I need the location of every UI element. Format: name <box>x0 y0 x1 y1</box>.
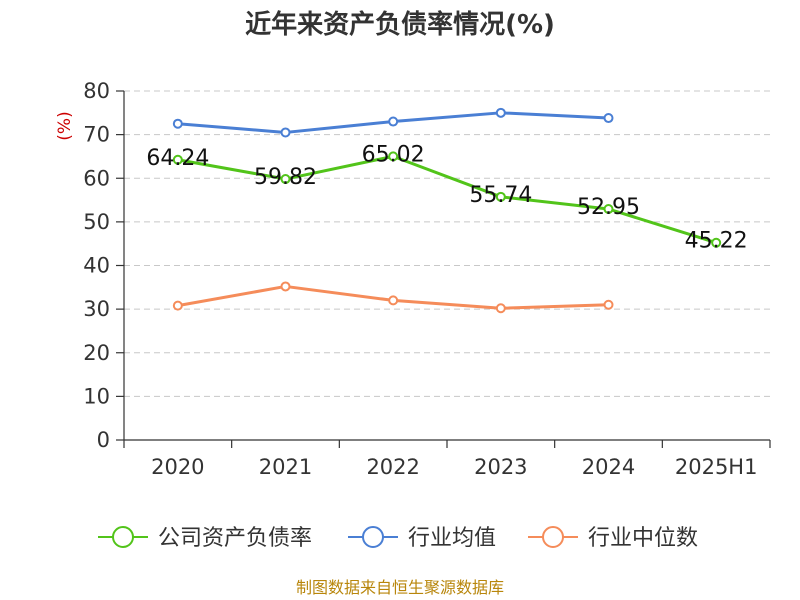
data-point[interactable] <box>172 118 183 129</box>
data-point[interactable] <box>603 113 614 124</box>
legend-marker <box>362 526 384 548</box>
data-point[interactable] <box>495 191 506 202</box>
data-point[interactable] <box>280 281 291 292</box>
y-tick-label: 20 <box>83 341 110 365</box>
chart-title: 近年来资产负债率情况(%) <box>245 9 555 40</box>
legend-item[interactable]: 行业中位数 <box>528 526 698 551</box>
data-point[interactable] <box>711 237 722 248</box>
data-point[interactable] <box>280 127 291 138</box>
series-layer <box>172 107 722 314</box>
x-tick-label: 2023 <box>474 455 527 479</box>
data-point[interactable] <box>495 303 506 314</box>
data-label: 45.22 <box>685 229 748 254</box>
y-tick-label: 60 <box>83 166 110 190</box>
data-label: 64.24 <box>146 146 209 171</box>
legend-label: 行业中位数 <box>588 526 698 551</box>
data-point[interactable] <box>172 154 183 165</box>
axes: 0 10 20 30 40 50 60 70 80 2020 2021 2022 2023 2024 202… <box>83 79 771 479</box>
legend-label: 行业均值 <box>408 526 496 551</box>
x-tick-label: 2022 <box>366 455 419 479</box>
data-label: 55.74 <box>469 183 532 208</box>
data-point[interactable] <box>172 300 183 311</box>
data-point[interactable] <box>388 151 399 162</box>
grid-lines <box>124 90 770 397</box>
x-tick-label: 2021 <box>259 455 312 479</box>
legend-item[interactable]: 公司资产负债率 <box>98 526 312 551</box>
data-point[interactable] <box>603 299 614 310</box>
x-tick-label: 2024 <box>582 455 635 479</box>
data-point[interactable] <box>603 204 614 215</box>
data-point[interactable] <box>495 107 506 118</box>
y-tick-label: 30 <box>83 297 110 321</box>
y-tick-label: 40 <box>83 254 110 278</box>
legend-marker <box>542 526 564 548</box>
data-label: 52.95 <box>577 195 640 220</box>
source-note: 制图数据来自恒生聚源数据库 <box>296 578 504 597</box>
data-label: 65.02 <box>362 142 425 167</box>
y-tick-label: 80 <box>83 79 110 103</box>
x-tick-label: 2025H1 <box>675 455 758 479</box>
x-tick-label: 2020 <box>151 455 204 479</box>
data-labels: 64.24 59.82 65.02 55.74 52.95 45.22 <box>146 142 747 253</box>
legend-marker <box>112 526 134 548</box>
y-tick-label: 50 <box>83 210 110 234</box>
legend-item[interactable]: 行业均值 <box>348 526 496 551</box>
legend-label: 公司资产负债率 <box>158 526 312 551</box>
data-label: 59.82 <box>254 165 317 190</box>
legend[interactable]: 公司资产负债率 行业均值 行业中位数 <box>98 526 698 551</box>
data-point[interactable] <box>280 174 291 185</box>
y-tick-label: 10 <box>83 384 110 408</box>
y-tick-label: 0 <box>97 428 110 452</box>
series-line[interactable] <box>177 154 717 245</box>
data-point[interactable] <box>388 116 399 127</box>
y-tick-label: 70 <box>83 123 110 147</box>
y-axis-unit: (%) <box>55 111 75 140</box>
data-point[interactable] <box>388 295 399 306</box>
